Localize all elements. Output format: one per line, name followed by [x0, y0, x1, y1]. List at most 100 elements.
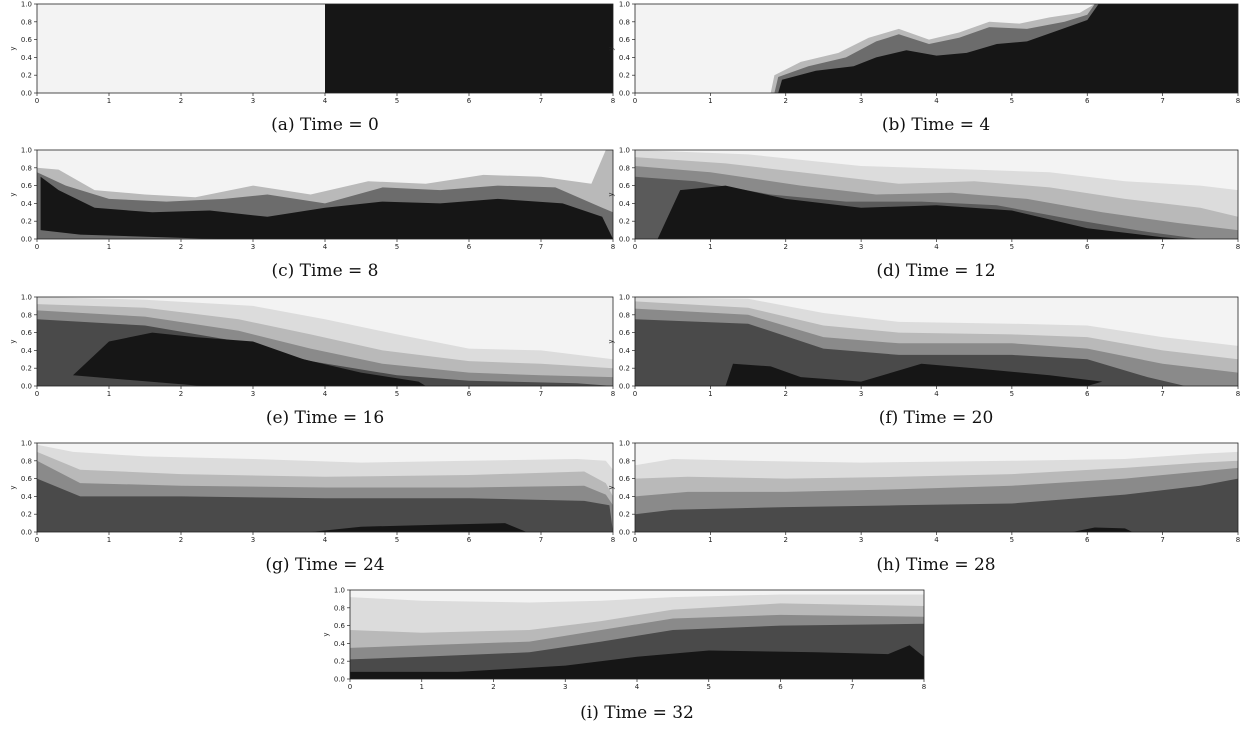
- x-tick-label: 0: [35, 390, 39, 398]
- x-tick-label: 5: [395, 97, 399, 105]
- contour-field: [37, 297, 613, 386]
- y-tick-label: 0.0: [21, 236, 32, 244]
- contour-field: [37, 4, 613, 93]
- y-tick-label: 0.4: [21, 200, 33, 208]
- x-tick-label: 4: [934, 390, 939, 398]
- panel-f: 0 1 2 3 4 5 6 7 8 0.0 0.2 0.4 0.6 0.8 1.0 y (f) Time = 2…: [607, 294, 1240, 429]
- y-tick-label: 0.8: [21, 164, 32, 172]
- y-tick-label: 1.0: [619, 294, 630, 302]
- contour-level-5: [778, 4, 1238, 93]
- y-tick-label: 0.8: [619, 18, 630, 26]
- x-tick-label: 8: [611, 390, 615, 398]
- y-tick-label: 0.0: [21, 529, 32, 537]
- y-tick-label: 0.0: [619, 90, 630, 98]
- x-tick-label: 3: [859, 97, 863, 105]
- x-tick-label: 2: [784, 97, 788, 105]
- x-tick-label: 0: [633, 243, 637, 251]
- x-tick-label: 6: [1085, 390, 1090, 398]
- y-tick-label: 1.0: [334, 587, 345, 595]
- panel-caption: (c) Time = 8: [271, 261, 378, 281]
- x-tick-label: 2: [784, 390, 788, 398]
- y-tick-label: 0.2: [21, 218, 32, 226]
- x-tick-label: 8: [1236, 390, 1240, 398]
- x-tick-label: 3: [859, 536, 863, 544]
- x-tick-label: 2: [179, 390, 183, 398]
- y-tick-label: 1.0: [21, 440, 32, 448]
- contour-level-5: [40, 176, 613, 239]
- panel-caption: (g) Time = 24: [265, 555, 384, 575]
- x-tick-label: 1: [107, 243, 111, 251]
- panel-g: 0 1 2 3 4 5 6 7 8 0.0 0.2 0.4 0.6 0.8 1.0 y (g) Time = 2…: [9, 440, 615, 576]
- y-tick-label: 0.2: [21, 72, 32, 80]
- y-tick-label: 0.6: [21, 182, 33, 190]
- y-tick-label: 0.6: [21, 329, 33, 337]
- y-tick-label: 0.4: [619, 493, 631, 501]
- y-tick-label: 0.2: [619, 218, 630, 226]
- y-axis-label: y: [9, 339, 17, 343]
- y-tick-label: 0.8: [619, 457, 630, 465]
- x-tick-label: 5: [395, 390, 399, 398]
- x-tick-label: 6: [1085, 243, 1090, 251]
- x-tick-label: 0: [633, 390, 637, 398]
- x-tick-label: 0: [633, 97, 637, 105]
- y-tick-label: 0.8: [21, 18, 32, 26]
- x-tick-label: 5: [1010, 97, 1014, 105]
- panel-caption: (b) Time = 4: [882, 115, 990, 135]
- y-tick-label: 0.2: [619, 511, 630, 519]
- y-axis-label: y: [9, 192, 17, 196]
- y-tick-label: 0.0: [619, 236, 630, 244]
- y-tick-label: 0.6: [21, 36, 33, 44]
- y-tick-label: 1.0: [619, 1, 630, 9]
- x-tick-label: 7: [1160, 536, 1164, 544]
- x-tick-label: 6: [467, 390, 472, 398]
- y-tick-label: 1.0: [619, 440, 630, 448]
- y-tick-label: 0.8: [619, 164, 630, 172]
- x-tick-label: 7: [1160, 97, 1164, 105]
- x-tick-label: 6: [467, 536, 472, 544]
- x-tick-label: 0: [35, 243, 39, 251]
- contour-level-4: [37, 478, 613, 532]
- x-tick-label: 8: [922, 683, 926, 691]
- y-tick-label: 0.2: [334, 658, 345, 666]
- x-tick-label: 1: [107, 390, 111, 398]
- x-tick-label: 5: [1010, 390, 1014, 398]
- x-tick-label: 8: [1236, 243, 1240, 251]
- y-tick-label: 0.4: [21, 347, 33, 355]
- y-tick-label: 0.2: [21, 511, 32, 519]
- x-tick-label: 6: [467, 97, 472, 105]
- x-tick-label: 1: [107, 97, 111, 105]
- x-tick-label: 4: [323, 536, 328, 544]
- y-axis-label: y: [607, 339, 615, 343]
- x-tick-label: 7: [1160, 390, 1164, 398]
- panel-caption: (d) Time = 12: [876, 261, 995, 281]
- y-axis-label: y: [9, 46, 17, 50]
- x-tick-label: 8: [1236, 536, 1240, 544]
- y-tick-label: 0.8: [334, 604, 345, 612]
- y-tick-label: 0.4: [21, 493, 33, 501]
- x-tick-label: 4: [934, 97, 939, 105]
- x-tick-label: 2: [784, 243, 788, 251]
- y-axis-label: y: [322, 632, 330, 636]
- x-tick-label: 5: [1010, 536, 1014, 544]
- y-tick-label: 0.8: [619, 311, 630, 319]
- y-tick-label: 0.6: [619, 182, 631, 190]
- x-tick-label: 2: [784, 536, 788, 544]
- x-tick-label: 7: [539, 390, 543, 398]
- y-tick-label: 0.6: [21, 475, 33, 483]
- x-tick-label: 6: [778, 683, 783, 691]
- x-tick-label: 6: [467, 243, 472, 251]
- contour-field: [37, 150, 613, 239]
- contour-level-5: [350, 645, 924, 679]
- panel-caption: (e) Time = 16: [266, 408, 384, 428]
- y-tick-label: 1.0: [21, 147, 32, 155]
- x-tick-label: 6: [1085, 97, 1090, 105]
- x-tick-label: 1: [708, 97, 712, 105]
- x-tick-label: 3: [251, 243, 255, 251]
- y-tick-label: 0.0: [619, 383, 630, 391]
- contour-field: [635, 297, 1238, 386]
- y-tick-label: 0.6: [619, 475, 631, 483]
- y-tick-label: 0.0: [21, 90, 32, 98]
- contour-level-5: [725, 363, 1103, 386]
- contour-level-5: [657, 185, 1186, 239]
- x-tick-label: 2: [179, 243, 183, 251]
